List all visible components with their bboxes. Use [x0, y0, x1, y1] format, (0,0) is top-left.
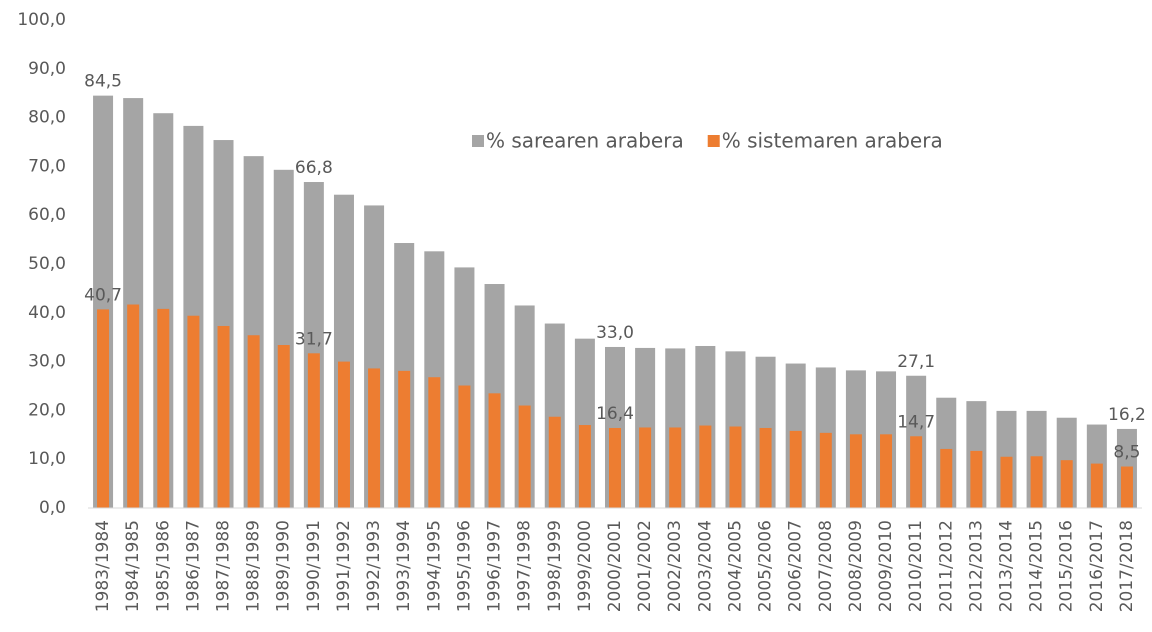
bar: [578, 425, 591, 508]
x-tick-label: 1998/1999: [545, 520, 565, 612]
x-tick-label: 2013/2014: [996, 520, 1016, 612]
x-tick-label: 1986/1987: [183, 520, 203, 612]
x-tick-label: 1994/1995: [424, 520, 444, 612]
bar: [699, 425, 712, 508]
x-tick-label: 1999/2000: [575, 520, 595, 612]
data-label: 27,1: [897, 352, 935, 372]
x-tick-label: 2010/2011: [906, 520, 926, 612]
bar: [849, 434, 862, 508]
x-tick-label: 2006/2007: [786, 520, 806, 612]
x-tick-label: 2008/2009: [846, 520, 866, 612]
x-tick-label: 2016/2017: [1087, 520, 1107, 612]
y-tick-label: 50,0: [28, 254, 66, 274]
x-tick-label: 1983/1984: [93, 520, 113, 612]
x-tick-label: 2011/2012: [936, 520, 956, 612]
x-tick-label: 1990/1991: [304, 520, 324, 612]
data-label: 14,7: [897, 412, 935, 432]
bar: [428, 377, 441, 508]
y-tick-label: 100,0: [17, 10, 66, 30]
x-tick-label: 2007/2008: [816, 520, 836, 612]
bar: [639, 427, 652, 508]
data-label: 8,5: [1113, 443, 1140, 463]
data-label: 31,7: [295, 329, 333, 349]
bar: [127, 304, 140, 508]
x-tick-label: 2015/2016: [1057, 520, 1077, 612]
bar: [458, 385, 471, 508]
legend-swatch: [472, 135, 484, 147]
bar: [819, 432, 832, 508]
legend-label: % sarearen arabera: [486, 129, 684, 153]
bar: [910, 436, 923, 508]
y-tick-label: 0,0: [39, 498, 66, 518]
y-tick-label: 40,0: [28, 303, 66, 323]
bar: [277, 345, 290, 508]
bar: [729, 426, 742, 508]
y-tick-label: 80,0: [28, 108, 66, 128]
bar: [157, 308, 170, 508]
bar: [217, 325, 230, 508]
bar: [970, 450, 983, 508]
x-tick-label: 2004/2005: [725, 520, 745, 612]
data-label: 66,8: [295, 158, 333, 178]
x-tick-label: 2001/2002: [635, 520, 655, 612]
bar: [307, 353, 320, 508]
x-tick-label: 1987/1988: [214, 520, 234, 612]
bar: [337, 361, 350, 508]
bar: [669, 427, 682, 508]
x-tick-label: 1995/1996: [454, 520, 474, 612]
y-tick-label: 90,0: [28, 59, 66, 79]
bar: [759, 427, 772, 508]
data-label: 84,5: [84, 72, 122, 92]
bar: [940, 448, 953, 508]
bar: [247, 335, 260, 508]
bar: [1090, 463, 1103, 508]
x-tick-label: 2003/2004: [695, 520, 715, 612]
y-tick-label: 60,0: [28, 205, 66, 225]
x-tick-label: 1989/1990: [274, 520, 294, 612]
x-tick-label: 1991/1992: [334, 520, 354, 612]
bar: [97, 309, 110, 508]
bar: [1120, 466, 1133, 508]
x-tick-label: 1988/1989: [244, 520, 264, 612]
x-tick-label: 2017/2018: [1117, 520, 1137, 612]
x-tick-label: 1997/1998: [515, 520, 535, 612]
x-tick-label: 2002/2003: [665, 520, 685, 612]
bar: [789, 430, 802, 508]
data-label: 16,2: [1108, 405, 1146, 425]
bar: [187, 315, 200, 508]
bar: [368, 368, 381, 508]
x-tick-label: 2009/2010: [876, 520, 896, 612]
bar: [609, 427, 621, 508]
x-tick-label: 2005/2006: [756, 520, 776, 612]
bar: [1030, 456, 1043, 508]
x-tick-label: 1996/1997: [485, 520, 505, 612]
data-label: 40,7: [84, 285, 122, 305]
x-tick-label: 2000/2001: [605, 520, 625, 612]
bar: [488, 393, 501, 508]
x-tick-label: 1993/1994: [394, 520, 414, 612]
x-tick-label: 1984/1985: [123, 520, 143, 612]
legend-swatch: [707, 135, 720, 147]
legend-label: % sistemaren arabera: [722, 129, 943, 153]
bar: [880, 434, 893, 508]
data-label: 16,4: [596, 404, 634, 424]
y-tick-label: 20,0: [28, 400, 66, 420]
bar: [398, 370, 411, 508]
bar: [1060, 460, 1073, 508]
x-tick-label: 2012/2013: [966, 520, 986, 612]
y-tick-label: 30,0: [28, 352, 66, 372]
x-tick-label: 1985/1986: [153, 520, 173, 612]
bar: [1000, 456, 1013, 508]
bar: [518, 405, 531, 508]
data-label: 33,0: [596, 323, 634, 343]
y-tick-label: 70,0: [28, 156, 66, 176]
x-tick-label: 2014/2015: [1027, 520, 1047, 612]
y-tick-label: 10,0: [28, 449, 66, 469]
bar: [548, 416, 561, 508]
x-tick-label: 1992/1993: [364, 520, 384, 612]
